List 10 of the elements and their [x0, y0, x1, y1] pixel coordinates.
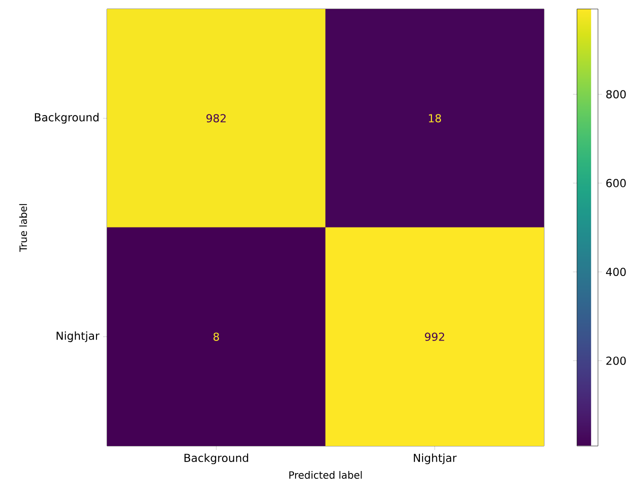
data-label: 18: [428, 114, 441, 122]
color-bar-label: 800: [606, 90, 626, 98]
data-label: 8: [214, 332, 219, 341]
color-bar-label: 200: [606, 356, 626, 365]
data-label: 992: [424, 332, 444, 341]
color-bar-label: 600: [606, 178, 626, 188]
data-label: 982: [206, 114, 226, 122]
x-axis-title: Predicted label: [289, 471, 362, 479]
y-axis-title: True label: [19, 204, 27, 252]
color-bar-label: 400: [606, 268, 626, 276]
